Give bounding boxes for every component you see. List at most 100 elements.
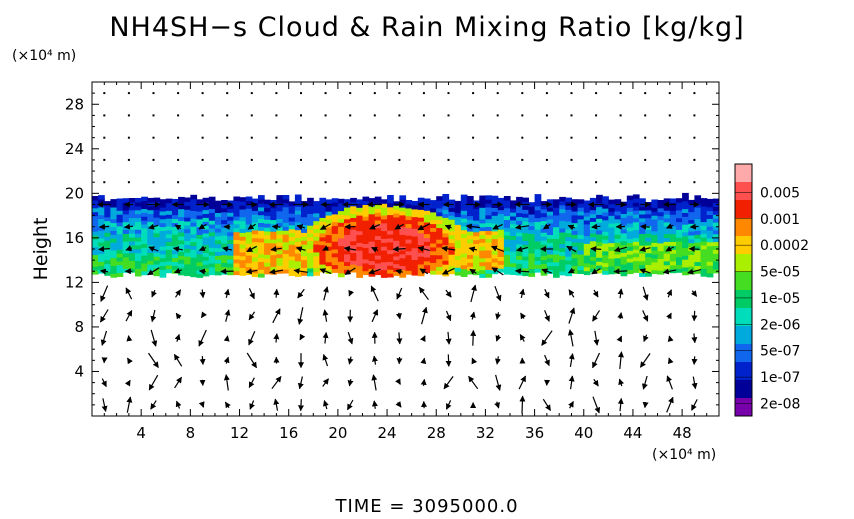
field-cell xyxy=(399,242,407,247)
field-cell xyxy=(577,226,585,232)
field-cell xyxy=(688,234,695,240)
field-cell xyxy=(645,252,652,258)
field-cell xyxy=(682,270,689,276)
wind-dot xyxy=(127,136,130,139)
field-cell xyxy=(423,237,431,242)
field-cell xyxy=(110,265,118,270)
field-cell xyxy=(479,218,486,224)
field-cell xyxy=(301,208,308,214)
field-cell xyxy=(98,265,105,270)
field-cell xyxy=(239,236,247,241)
field-cell xyxy=(92,215,99,220)
field-cell xyxy=(184,256,191,261)
field-cell xyxy=(473,259,480,264)
field-cell xyxy=(688,258,695,263)
field-cell xyxy=(669,229,677,235)
field-cell xyxy=(104,247,111,253)
field-cell xyxy=(128,221,136,226)
field-cell xyxy=(639,233,646,238)
field-cell xyxy=(516,212,523,217)
wind-dot xyxy=(250,114,253,117)
field-cell xyxy=(620,221,628,226)
wind-arrow xyxy=(567,224,575,231)
field-cell xyxy=(319,248,327,253)
field-cell xyxy=(221,262,228,267)
field-cell xyxy=(682,243,689,248)
field-cell xyxy=(325,203,333,208)
field-cell xyxy=(92,227,99,232)
field-cell xyxy=(196,238,204,243)
field-cell xyxy=(165,253,173,258)
field-cell xyxy=(116,202,124,207)
field-cell xyxy=(454,208,462,214)
field-cell xyxy=(208,251,216,256)
wind-arrow xyxy=(690,290,698,297)
field-cell xyxy=(245,251,253,256)
field-cell xyxy=(233,204,241,209)
field-cell xyxy=(712,268,719,274)
field-cell xyxy=(135,221,142,226)
field-cell xyxy=(141,266,148,272)
field-cell xyxy=(270,207,277,213)
wind-arrow xyxy=(371,374,378,391)
field-cell xyxy=(467,203,474,209)
field-cell xyxy=(626,199,634,204)
wind-arrow xyxy=(613,246,627,253)
field-cell xyxy=(270,215,277,221)
field-cell xyxy=(423,256,431,262)
field-cell xyxy=(245,239,253,244)
field-cell xyxy=(528,237,536,242)
field-cell xyxy=(159,230,167,235)
field-cell xyxy=(141,270,148,276)
field-cell xyxy=(688,207,695,213)
wind-arrow xyxy=(198,268,206,275)
field-cell xyxy=(337,226,345,231)
wind-dot xyxy=(373,114,376,117)
field-cell xyxy=(294,272,302,277)
wind-arrow xyxy=(468,375,479,390)
field-cell xyxy=(497,209,505,215)
field-cell xyxy=(337,265,345,270)
field-cell xyxy=(491,250,499,255)
wind-arrow xyxy=(99,268,109,275)
field-cell xyxy=(571,230,579,235)
field-cell xyxy=(448,234,456,240)
field-cell xyxy=(632,194,640,199)
x-tick-label: 36 xyxy=(525,424,544,442)
field-cell xyxy=(344,214,351,220)
field-cell xyxy=(122,256,130,262)
field-cell xyxy=(399,218,407,224)
field-cell xyxy=(171,199,179,204)
wind-arrow xyxy=(148,374,159,391)
wind-arrow xyxy=(542,398,552,412)
field-cell xyxy=(639,252,646,258)
x-tick-label: 8 xyxy=(186,424,196,442)
field-cell xyxy=(700,272,708,277)
field-cell xyxy=(682,216,689,221)
field-cell xyxy=(374,204,382,209)
field-cell xyxy=(337,233,345,239)
field-cell xyxy=(405,211,413,217)
field-cell xyxy=(159,257,167,263)
wind-arrow xyxy=(617,351,624,369)
field-cell xyxy=(522,197,529,203)
field-cell xyxy=(214,267,222,272)
field-cell xyxy=(337,210,345,215)
field-cell xyxy=(663,198,671,203)
field-cell xyxy=(553,269,560,274)
field-cell xyxy=(282,222,290,227)
wind-dot xyxy=(496,136,499,139)
field-cell xyxy=(141,204,148,209)
field-cell xyxy=(559,200,566,206)
field-cell xyxy=(706,214,714,219)
field-cell xyxy=(227,266,234,272)
field-cell xyxy=(116,237,124,242)
field-cell xyxy=(639,217,646,223)
field-cell xyxy=(657,242,665,248)
field-cell xyxy=(448,199,456,205)
field-cell xyxy=(325,215,333,220)
field-cell xyxy=(92,207,99,213)
field-cell xyxy=(479,242,486,247)
field-cell xyxy=(214,263,222,268)
field-cell xyxy=(374,227,382,233)
